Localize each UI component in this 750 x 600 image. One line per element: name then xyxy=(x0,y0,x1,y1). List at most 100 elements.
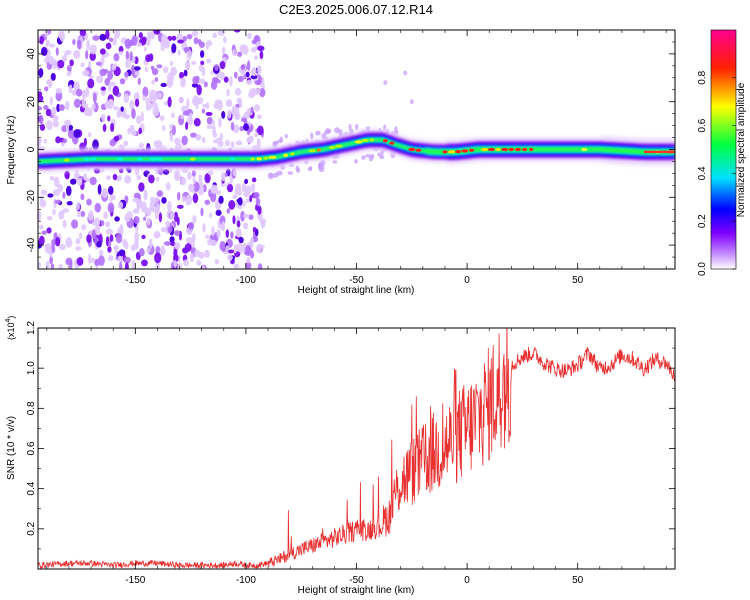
ridge-peak xyxy=(354,140,363,144)
noise-blob xyxy=(65,237,73,248)
noise-blob xyxy=(254,80,262,86)
noise-blob xyxy=(181,195,186,203)
noise-blob xyxy=(205,42,209,50)
snr-y-axis: 0.2 0.4 0.6 0.8 1.0 1.2 xyxy=(26,321,675,550)
noise-blob xyxy=(94,224,101,234)
noise-blob xyxy=(120,106,124,112)
noise-blob xyxy=(165,182,171,191)
noise-blob xyxy=(55,87,62,94)
noise-blob xyxy=(245,71,250,78)
noise-blob xyxy=(38,94,44,103)
noise-blob xyxy=(201,136,206,144)
noise-blob xyxy=(119,261,123,269)
noise-blob xyxy=(296,167,301,173)
noise-blob xyxy=(151,208,159,213)
noise-blob xyxy=(257,263,263,269)
noise-blob xyxy=(237,203,243,210)
noise-blob xyxy=(145,54,152,63)
noise-blob xyxy=(80,62,85,68)
noise-blob xyxy=(38,137,43,144)
noise-blob xyxy=(212,131,218,138)
noise-blob xyxy=(193,249,201,257)
noise-blob xyxy=(245,261,252,269)
noise-blob xyxy=(125,59,131,69)
colorbar-tick-label: 0.6 xyxy=(697,118,708,132)
noise-blob xyxy=(204,249,210,258)
noise-blob xyxy=(210,184,218,194)
noise-blob xyxy=(160,82,167,88)
noise-blob xyxy=(246,256,251,264)
noise-blob xyxy=(112,85,120,96)
noise-blob xyxy=(112,37,117,46)
noise-blob xyxy=(71,89,77,96)
noise-blob xyxy=(133,66,141,71)
noise-blob xyxy=(226,208,231,214)
ridge-peak xyxy=(263,156,268,160)
noise-blob xyxy=(383,80,388,86)
snr-multiplier-close: ) xyxy=(6,316,16,319)
noise-blob xyxy=(81,89,87,100)
noise-blob xyxy=(38,210,42,222)
noise-blob xyxy=(94,202,102,213)
noise-blob xyxy=(124,241,129,250)
noise-blob xyxy=(251,184,255,194)
noise-blob xyxy=(237,197,243,206)
noise-blob xyxy=(242,45,249,55)
noise-blob xyxy=(107,70,114,81)
noise-blob xyxy=(46,227,52,234)
noise-blob xyxy=(55,90,63,102)
noise-blob xyxy=(174,242,181,250)
noise-blob xyxy=(113,53,120,62)
noise-blob xyxy=(272,141,278,148)
noise-blob xyxy=(57,184,64,193)
noise-blob xyxy=(141,259,148,267)
noise-blob xyxy=(39,123,46,131)
ridge-peak xyxy=(389,141,395,145)
noise-blob xyxy=(198,174,203,184)
ridge-peak xyxy=(468,148,475,152)
noise-blob xyxy=(108,84,112,92)
noise-blob xyxy=(225,245,230,255)
noise-blob xyxy=(191,232,196,243)
y-tick-label: 0 xyxy=(26,146,37,152)
noise-blob xyxy=(153,140,158,147)
noise-blob xyxy=(109,196,114,202)
noise-blob xyxy=(64,100,70,111)
noise-blob xyxy=(136,175,142,180)
noise-blob xyxy=(108,240,112,247)
noise-blob xyxy=(129,51,133,62)
noise-blob xyxy=(45,120,53,131)
y-tick-label: -20 xyxy=(26,190,37,205)
noise-blob xyxy=(259,50,264,60)
noise-blob xyxy=(38,68,44,78)
noise-blob xyxy=(62,138,68,144)
noise-blob xyxy=(44,243,52,249)
noise-blob xyxy=(73,98,81,108)
colorbar: 0.0 0.2 0.4 0.6 0.8 Normalized spectral ampl… xyxy=(697,29,747,276)
noise-blob xyxy=(173,254,179,263)
noise-blob xyxy=(191,60,197,65)
ridge-green xyxy=(38,138,675,164)
noise-blob xyxy=(247,32,252,40)
noise-blob xyxy=(243,213,250,219)
noise-blob xyxy=(156,92,163,99)
noise-blob xyxy=(348,123,352,130)
noise-blob xyxy=(328,129,332,134)
ridge-peak xyxy=(501,147,509,152)
noise-blob xyxy=(118,249,126,257)
noise-blob xyxy=(267,172,274,178)
noise-blob xyxy=(199,50,205,58)
noise-blob xyxy=(212,32,217,39)
colorbar-ticks: 0.0 0.2 0.4 0.6 0.8 xyxy=(697,70,736,276)
noise-blob xyxy=(113,245,119,250)
noise-blob xyxy=(233,243,238,254)
noise-blob xyxy=(225,139,230,147)
noise-blob xyxy=(210,192,217,203)
y-tick-label: 0.4 xyxy=(26,481,37,495)
noise-blob xyxy=(115,233,123,244)
noise-blob xyxy=(86,234,92,244)
noise-blob xyxy=(75,168,79,177)
noise-blob xyxy=(255,204,259,211)
noise-blob xyxy=(50,263,55,269)
noise-blob xyxy=(223,36,227,44)
